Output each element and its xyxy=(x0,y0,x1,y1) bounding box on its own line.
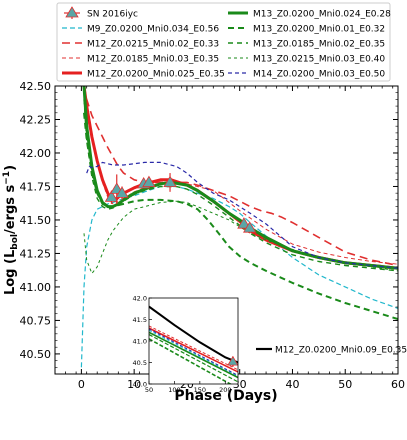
inset-series-line xyxy=(149,328,238,376)
legend-label: M12_Z0.0185_Mni0.03_E0.35 xyxy=(87,55,219,65)
obs-point xyxy=(237,217,251,229)
inset-y-tick-label: 40.0 xyxy=(133,381,147,389)
y-tick-label: 40.50 xyxy=(20,348,52,361)
legend-label: M13_Z0.0215_Mni0.03_E0.40 xyxy=(253,55,385,65)
obs-point xyxy=(115,186,129,198)
inset-series-line xyxy=(149,334,238,383)
inset-x-tick-label: 200 xyxy=(219,386,231,394)
inset-x-tick-label: 50 xyxy=(145,386,153,394)
y-tick-label: 42.50 xyxy=(20,80,52,93)
inset-y-tick-label: 40.5 xyxy=(133,359,147,367)
x-axis-label: Phase (Days) xyxy=(174,388,277,404)
x-tick-label: 40 xyxy=(285,378,299,391)
y-tick-label: 41.25 xyxy=(20,247,52,260)
series-line-m14-z0-0200-mni0-03-e0-50 xyxy=(86,161,398,269)
legend-swatch-marker xyxy=(65,6,79,18)
series-line-m12-z0-0215-mni0-02-e0-33 xyxy=(83,86,398,267)
series-line-m13-z0-0215-mni0-03-e0-40 xyxy=(83,200,398,274)
y-tick-label: 41.00 xyxy=(20,281,52,294)
obs-point xyxy=(243,221,257,233)
inset-x-tick-label: 100 xyxy=(168,386,180,394)
x-tick-label: 50 xyxy=(338,378,352,391)
inset-y-tick-label: 42.0 xyxy=(133,295,147,303)
obs-point xyxy=(163,175,177,188)
series-line-m13-z0-0200-mni0-01-e0-32 xyxy=(83,112,398,321)
y-tick-label: 41.50 xyxy=(20,214,52,227)
legend-label: M9_Z0.0200_Mni0.034_E0.56 xyxy=(87,25,219,35)
inset-legend-label: M12_Z0.0200_Mni0.09_E0.35 xyxy=(275,346,407,356)
legend-label: M13_Z0.0185_Mni0.02_E0.35 xyxy=(253,40,385,50)
inset-highlight-line xyxy=(149,305,238,364)
x-tick-label: 10 xyxy=(127,378,141,391)
inset-x-tick-label: 150 xyxy=(194,386,206,394)
inset-obs-point xyxy=(227,355,238,366)
legend-frame xyxy=(56,2,391,82)
y-tick-label: 42.00 xyxy=(20,147,52,160)
y-tick-label: 40.75 xyxy=(20,314,52,327)
legend: SN 2016iyc M9_Z0.0200_Mni0.034_E0.56 M12_Z… xyxy=(56,2,391,82)
plot-area: 0 10 20 30 40 50 60 40.5040.7541.0041.2541.504… xyxy=(20,80,406,391)
legend-label: M13_Z0.0200_Mni0.01_E0.32 xyxy=(253,25,385,35)
legend-label: M14_Z0.0200_Mni0.03_E0.50 xyxy=(253,70,385,80)
legend-label: M12_Z0.0215_Mni0.02_E0.33 xyxy=(87,40,219,50)
legend-label: SN 2016iyc xyxy=(87,10,138,20)
inset-y-tick-label: 41.0 xyxy=(133,338,147,346)
y-axis-label: Log (Lbol/ergs s−1) xyxy=(2,165,20,295)
inset-series-line xyxy=(149,327,238,373)
obs-point xyxy=(104,190,119,202)
inset-series-line xyxy=(149,329,238,377)
legend-label: M12_Z0.0200_Mni0.025_E0.35 xyxy=(87,70,225,80)
inset-series-line xyxy=(149,325,238,371)
y-tick-label: 41.75 xyxy=(20,180,52,193)
legend-label: M13_Z0.0200_Mni0.024_E0.28 xyxy=(253,10,391,20)
inset-series-line xyxy=(149,331,238,379)
x-tick-label: 60 xyxy=(391,378,405,391)
inset-series-line xyxy=(149,338,232,384)
inset-plot: 50 100 150 200 40.0 40.5 41.0 41.5 42.0 xyxy=(133,295,239,394)
obs-point xyxy=(142,175,156,188)
y-tick-label: 42.25 xyxy=(20,113,52,126)
inset-legend: M12_Z0.0200_Mni0.09_E0.35 xyxy=(256,346,407,356)
series-line-m12-z0-0185-mni0-03-e0-35 xyxy=(83,92,398,265)
x-tick-label: 0 xyxy=(78,378,85,391)
inset-y-tick-label: 41.5 xyxy=(133,316,147,324)
